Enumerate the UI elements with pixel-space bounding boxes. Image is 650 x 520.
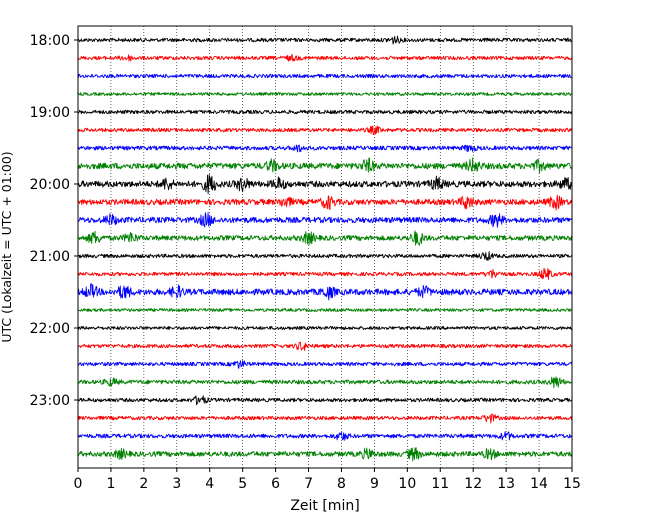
trace-line [77,212,573,228]
trace-line [77,325,573,331]
y-tick-label: 20:00 [30,177,70,193]
y-tick-label: 18:00 [30,33,70,49]
y-tick-label: 21:00 [30,249,70,265]
y-axis-label: UTC (Lokalzeit = UTC + 01:00) [0,151,14,342]
trace-line [77,251,573,262]
x-axis-label: Zeit [min] [290,498,359,514]
trace-line [77,376,573,389]
x-tick-label: 12 [464,476,482,492]
y-tick-label: 23:00 [30,393,70,409]
trace-line [77,308,573,312]
trace-line [77,109,573,115]
trace-line [77,92,573,96]
trace-line [77,157,573,174]
trace-line [77,194,573,211]
trace-layer [77,35,573,462]
trace-line [77,125,573,136]
trace-line [77,53,573,62]
grid-layer [110,26,540,468]
x-tick-label: 7 [304,476,313,492]
x-tick-label: 5 [238,476,247,492]
trace-line [77,35,573,45]
x-tick-label: 14 [530,476,548,492]
x-tick-label: 15 [563,476,581,492]
trace-line [77,73,573,79]
x-tick-label: 8 [337,476,346,492]
x-axis-ticks: 0 1 2 3 4 5 6 7 8 9 10 11 12 13 14 15 [74,468,581,492]
trace-line [77,431,573,441]
x-tick-label: 1 [106,476,115,492]
trace-line [77,230,573,246]
x-tick-label: 9 [370,476,379,492]
trace-line [77,413,573,424]
plot-frame [77,25,573,469]
y-tick-label: 22:00 [30,321,70,337]
y-axis-ticks: 18:00 19:00 20:00 21:00 22:00 23:00 [30,33,78,409]
trace-line [77,447,573,462]
x-tick-label: 11 [431,476,449,492]
x-tick-label: 6 [271,476,280,492]
x-tick-label: 2 [139,476,148,492]
x-tick-label: 0 [74,476,83,492]
trace-line [77,283,573,301]
x-tick-label: 4 [205,476,214,492]
x-tick-label: 3 [172,476,181,492]
y-tick-label: 19:00 [30,105,70,121]
x-tick-label: 10 [398,476,416,492]
trace-line [77,144,573,153]
trace-line [77,267,573,280]
trace-line [77,341,573,352]
x-tick-label: 13 [497,476,515,492]
trace-line [77,360,573,369]
trace-line [77,395,573,406]
trace-line [77,174,573,195]
